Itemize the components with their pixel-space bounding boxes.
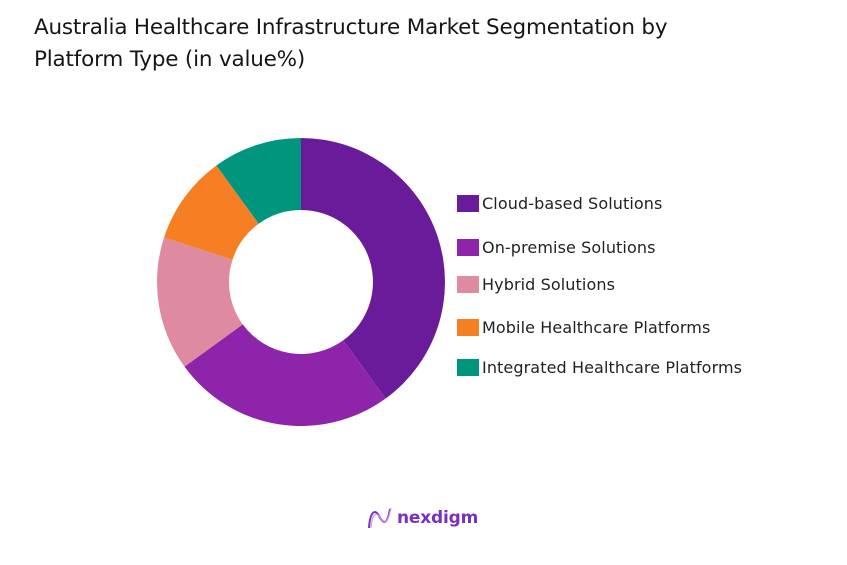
legend-label: Integrated Healthcare Platforms bbox=[482, 358, 743, 377]
logo-text: nexdigm bbox=[397, 508, 479, 528]
legend-swatch bbox=[457, 319, 479, 336]
legend-label: Cloud-based Solutions bbox=[482, 194, 663, 213]
legend-label: Hybrid Solutions bbox=[482, 275, 616, 294]
chart-title: Australia Healthcare Infrastructure Mark… bbox=[34, 12, 824, 76]
donut-segments bbox=[157, 138, 446, 426]
nexdigm-wave-icon bbox=[368, 507, 392, 529]
legend-item-mobile: Mobile Healthcare Platforms bbox=[457, 318, 710, 337]
chart-title-line-2: Platform Type (in value%) bbox=[34, 47, 306, 72]
legend-swatch bbox=[457, 276, 479, 293]
legend-swatch bbox=[457, 239, 479, 256]
legend-label: Mobile Healthcare Platforms bbox=[482, 318, 711, 337]
donut-segment-cloud-based-solutions bbox=[301, 138, 446, 399]
legend-item-cloud-based: Cloud-based Solutions bbox=[457, 194, 662, 213]
legend-label: On-premise Solutions bbox=[482, 238, 656, 257]
nexdigm-logo: nexdigm bbox=[367, 506, 478, 530]
legend-item-on-premise: On-premise Solutions bbox=[457, 238, 656, 257]
legend-swatch bbox=[457, 359, 479, 376]
donut-segment-integrated-healthcare-platforms bbox=[216, 138, 301, 224]
legend-swatch bbox=[457, 195, 479, 212]
legend-item-hybrid: Hybrid Solutions bbox=[457, 275, 615, 294]
donut-segment-mobile-healthcare-platforms bbox=[164, 165, 259, 260]
chart-title-line-1: Australia Healthcare Infrastructure Mark… bbox=[34, 15, 668, 40]
donut-segment-hybrid-solutions bbox=[157, 237, 243, 367]
donut-segment-on-premise-solutions bbox=[184, 324, 386, 426]
legend-item-integrated: Integrated Healthcare Platforms bbox=[457, 358, 742, 377]
